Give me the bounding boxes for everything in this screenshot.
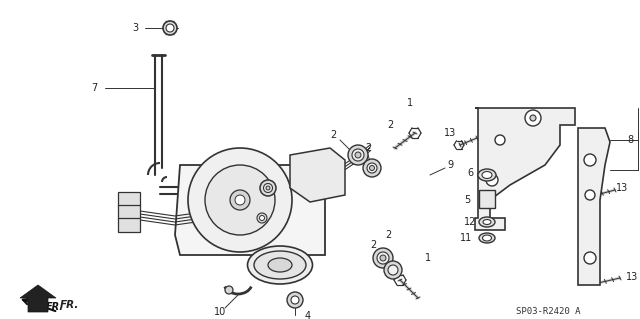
Ellipse shape xyxy=(482,172,492,179)
Ellipse shape xyxy=(483,235,492,241)
Text: 2: 2 xyxy=(370,240,376,250)
Text: 6: 6 xyxy=(467,168,473,178)
Ellipse shape xyxy=(248,246,312,284)
Bar xyxy=(118,218,140,232)
Polygon shape xyxy=(175,165,325,255)
Text: 1: 1 xyxy=(425,253,431,263)
Text: FR.: FR. xyxy=(60,300,79,310)
Circle shape xyxy=(166,24,174,32)
Bar xyxy=(479,190,495,208)
Text: 9: 9 xyxy=(447,160,453,170)
Text: 7: 7 xyxy=(91,83,97,93)
Text: 2: 2 xyxy=(387,120,393,130)
Polygon shape xyxy=(290,148,345,202)
Circle shape xyxy=(266,186,270,190)
Circle shape xyxy=(264,183,273,192)
Circle shape xyxy=(585,190,595,200)
Text: 3: 3 xyxy=(239,175,245,185)
Circle shape xyxy=(388,265,398,275)
Ellipse shape xyxy=(479,217,495,227)
Circle shape xyxy=(377,252,389,264)
Text: FR.: FR. xyxy=(46,302,64,312)
Circle shape xyxy=(380,255,386,261)
Circle shape xyxy=(260,180,276,196)
Circle shape xyxy=(205,165,275,235)
Circle shape xyxy=(163,21,177,35)
Ellipse shape xyxy=(483,219,491,225)
Circle shape xyxy=(486,174,498,186)
Circle shape xyxy=(584,252,596,264)
Bar xyxy=(118,192,140,206)
Circle shape xyxy=(188,148,292,252)
Polygon shape xyxy=(578,128,610,285)
Circle shape xyxy=(348,145,368,165)
Text: 4: 4 xyxy=(305,311,311,319)
Circle shape xyxy=(367,163,377,173)
Text: 5: 5 xyxy=(464,195,470,205)
Circle shape xyxy=(352,149,364,161)
Polygon shape xyxy=(20,285,56,312)
Circle shape xyxy=(355,152,361,158)
Circle shape xyxy=(287,292,303,308)
Text: SP03-R2420 A: SP03-R2420 A xyxy=(516,308,580,316)
Text: 13: 13 xyxy=(626,272,638,282)
Circle shape xyxy=(257,213,267,223)
Text: 11: 11 xyxy=(460,233,472,243)
Circle shape xyxy=(495,135,505,145)
Text: 2: 2 xyxy=(330,130,336,140)
Circle shape xyxy=(363,159,381,177)
Text: 8: 8 xyxy=(627,135,633,145)
Text: 12: 12 xyxy=(464,217,476,227)
Circle shape xyxy=(259,216,264,220)
Ellipse shape xyxy=(479,233,495,243)
Circle shape xyxy=(530,115,536,121)
Circle shape xyxy=(230,190,250,210)
Circle shape xyxy=(369,166,374,170)
Circle shape xyxy=(525,110,541,126)
Circle shape xyxy=(225,286,233,294)
Bar xyxy=(118,205,140,219)
Text: 10: 10 xyxy=(214,307,226,317)
Text: 13: 13 xyxy=(616,183,628,193)
Circle shape xyxy=(291,296,299,304)
Text: 1: 1 xyxy=(407,98,413,108)
Circle shape xyxy=(373,248,393,268)
Text: 13: 13 xyxy=(444,128,456,138)
Text: 2: 2 xyxy=(365,143,371,153)
Ellipse shape xyxy=(254,251,306,279)
Circle shape xyxy=(235,195,245,205)
Text: 2: 2 xyxy=(385,230,391,240)
Polygon shape xyxy=(475,108,575,230)
Circle shape xyxy=(384,261,402,279)
Text: 3: 3 xyxy=(132,23,138,33)
Ellipse shape xyxy=(478,169,496,181)
Ellipse shape xyxy=(268,258,292,272)
Circle shape xyxy=(584,154,596,166)
